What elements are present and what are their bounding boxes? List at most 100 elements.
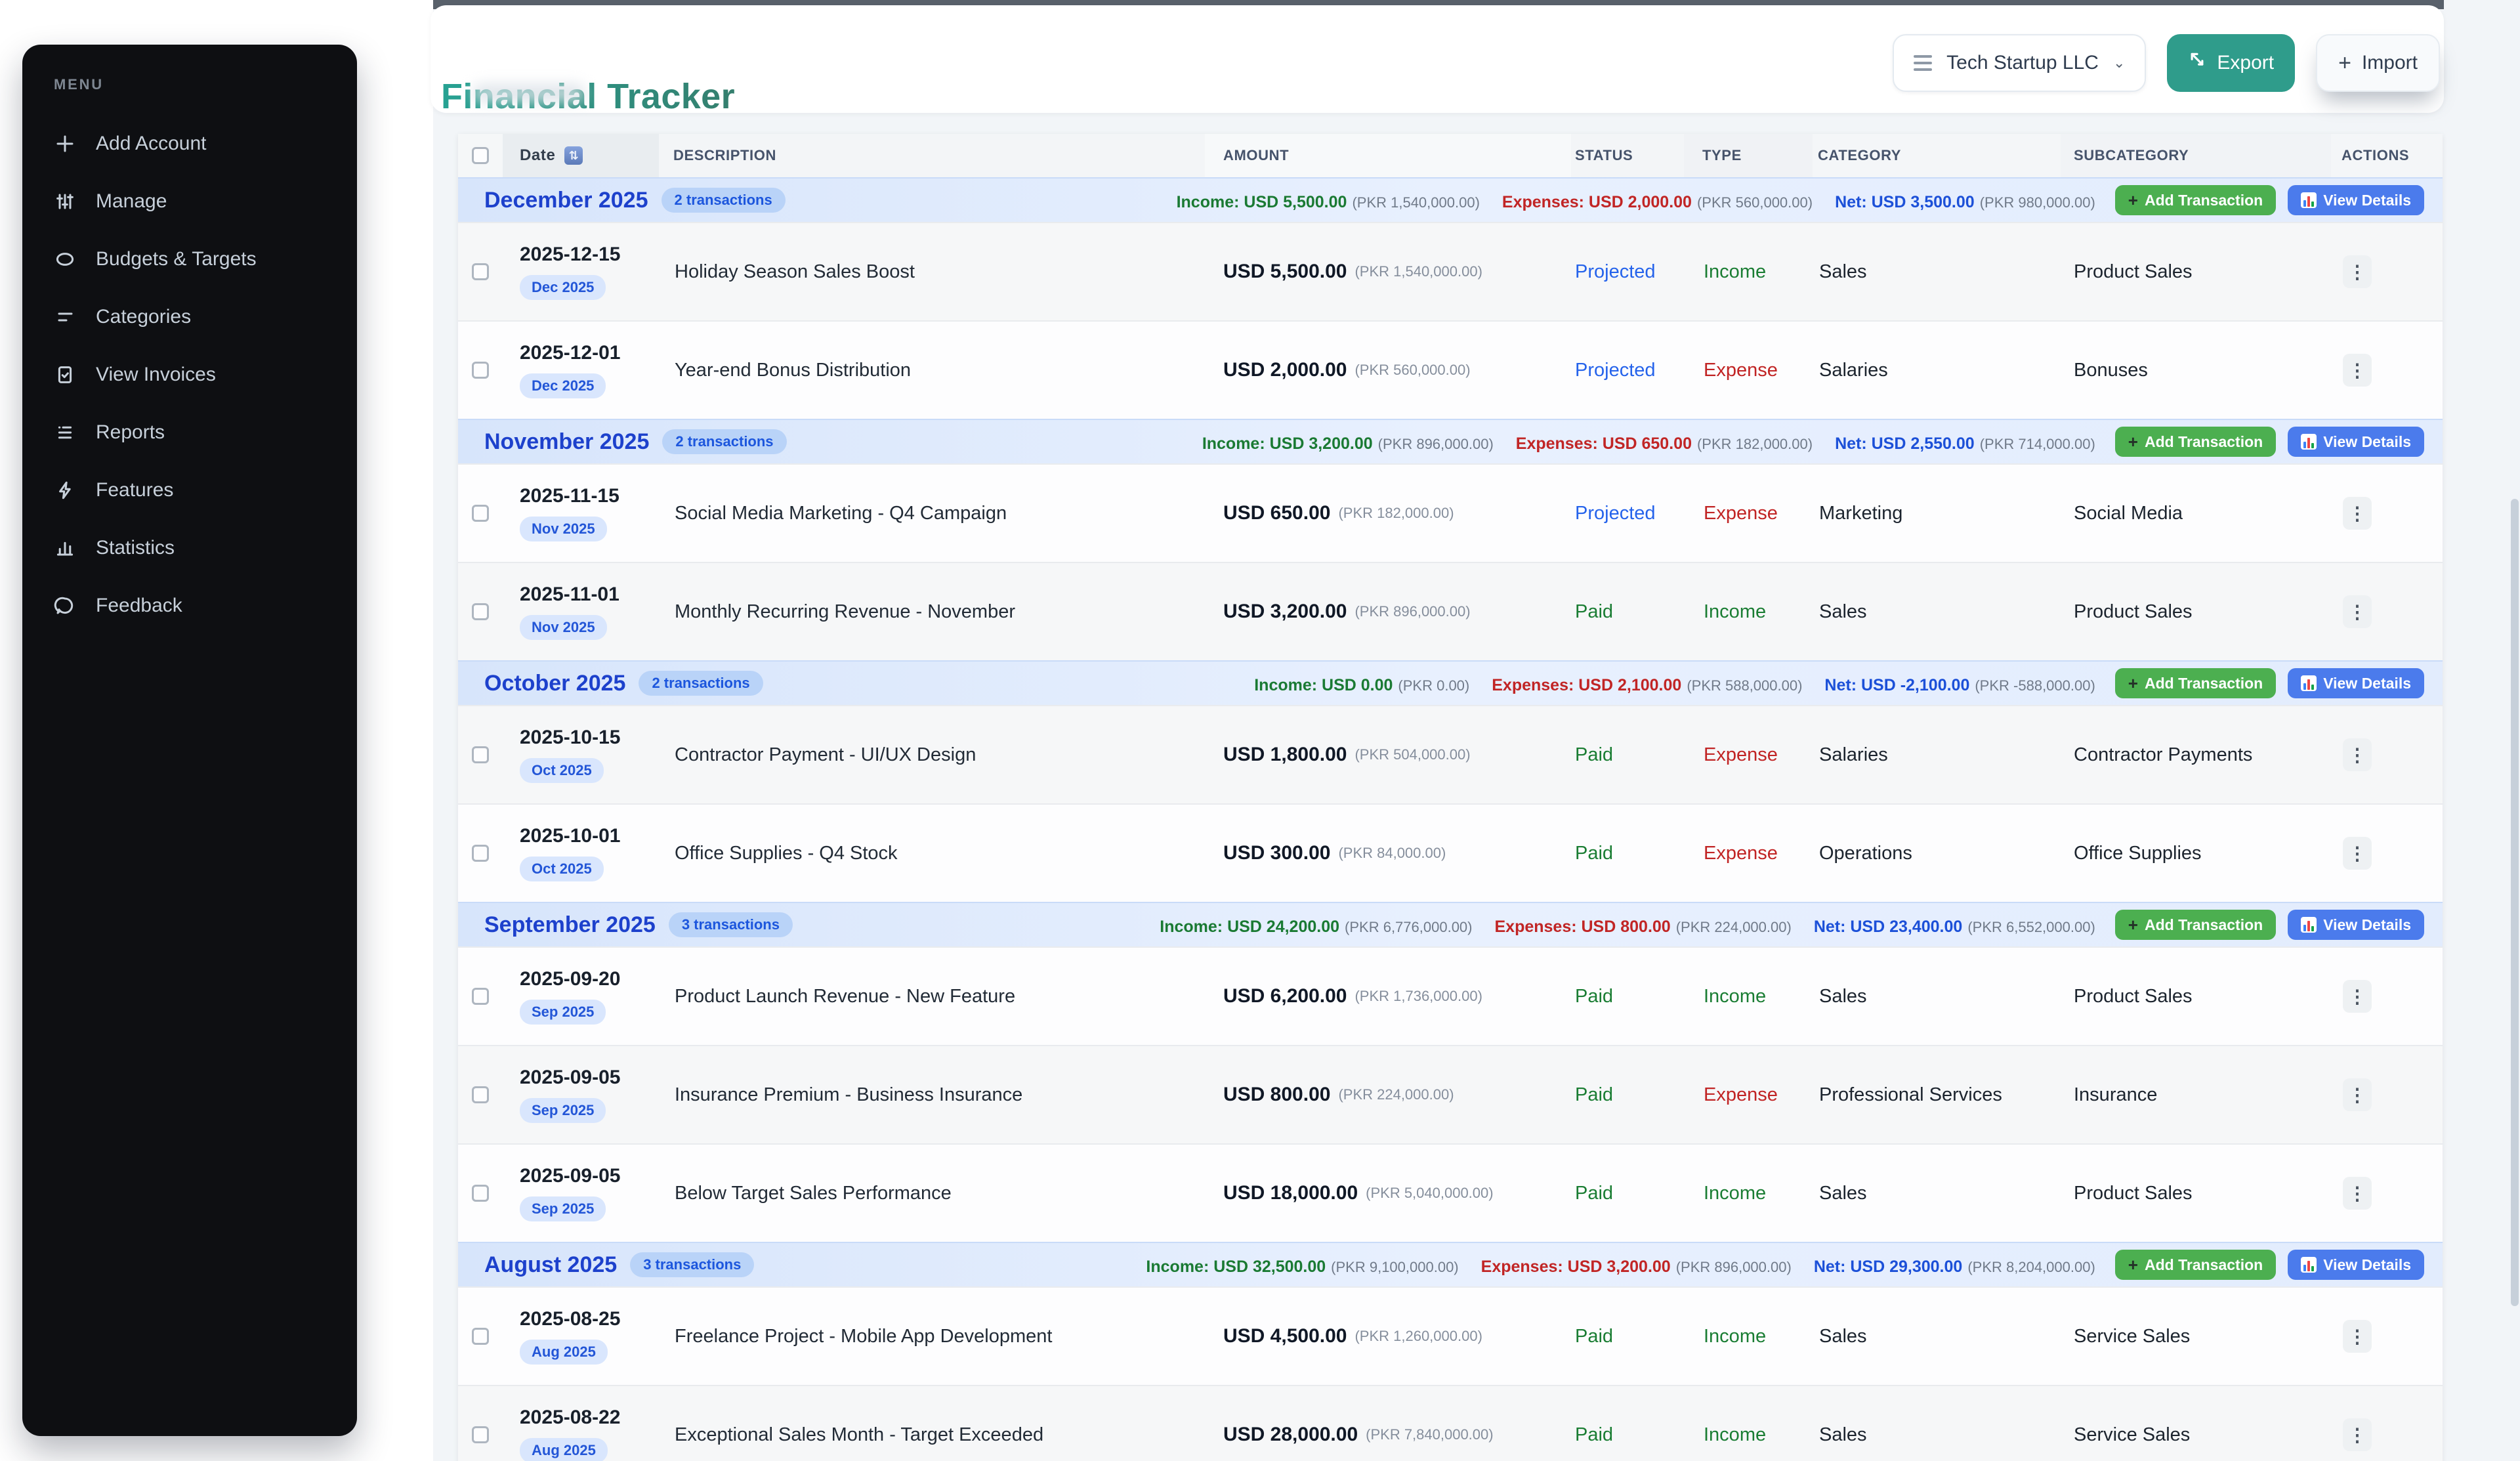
month-group-row: September 2025 3 transactions Income: US… [458,902,2443,946]
row-actions-menu-button[interactable]: ⋮ [2343,1078,2372,1111]
amount-usd: USD 300.00 [1223,842,1331,864]
category-cell: Operations [1819,842,1912,864]
add-transaction-button[interactable]: + Add Transaction [2114,185,2277,215]
row-actions-menu-button[interactable]: ⋮ [2343,1177,2372,1210]
amount-cell: USD 3,200.00 (PKR 896,000.00) [1205,563,1571,660]
row-actions-menu-button[interactable]: ⋮ [2343,980,2372,1013]
net-summary: Net: USD 3,500.00 (PKR 980,000.00) [1835,192,2095,211]
add-transaction-button[interactable]: + Add Transaction [2114,910,2277,940]
row-checkbox[interactable] [472,988,489,1005]
add-transaction-button[interactable]: + Add Transaction [2114,1250,2277,1280]
row-checkbox[interactable] [472,1328,489,1345]
subcategory-cell: Product Sales [2074,1182,2193,1204]
row-actions-menu-button[interactable]: ⋮ [2343,1418,2372,1451]
amount-usd: USD 2,000.00 [1223,359,1347,381]
net-summary: Net: USD -2,100.00 (PKR -588,000.00) [1824,675,2095,694]
expenses-summary: Expenses: USD 800.00 (PKR 224,000.00) [1494,917,1792,936]
row-checkbox[interactable] [472,505,489,522]
amount-pkr: (PKR 560,000.00) [1354,362,1471,378]
view-details-button[interactable]: View Details [2288,427,2424,457]
sort-date-icon[interactable]: ⇅ [564,146,583,165]
amount-usd: USD 5,500.00 [1223,261,1347,282]
sidebar-item-manage[interactable]: Manage [54,188,357,215]
amount-pkr: (PKR 182,000.00) [1338,505,1454,521]
transaction-row: 2025-10-01 Oct 2025 Office Supplies - Q4… [458,803,2443,902]
type-cell: Income [1704,1424,1767,1445]
view-details-button[interactable]: View Details [2288,668,2424,698]
subcategory-cell: Product Sales [2074,601,2193,622]
plus-icon: + [2128,673,2138,693]
lightning-icon [54,479,76,501]
view-details-button[interactable]: View Details [2288,910,2424,940]
transaction-row: 2025-10-15 Oct 2025 Contractor Payment -… [458,705,2443,803]
row-actions-menu-button[interactable]: ⋮ [2343,1320,2372,1353]
sidebar-item-budgets-targets[interactable]: Budgets & Targets [54,245,357,273]
row-checkbox[interactable] [472,1185,489,1202]
date-cell: 2025-08-25 Aug 2025 [503,1288,659,1385]
row-actions-menu-button[interactable]: ⋮ [2343,738,2372,771]
income-summary: Income: USD 5,500.00 (PKR 1,540,000.00) [1176,192,1480,211]
row-actions-menu-button[interactable]: ⋮ [2343,497,2372,530]
chevron-down-icon: ⌄ [2112,54,2126,71]
transaction-row: 2025-08-25 Aug 2025 Freelance Project - … [458,1286,2443,1385]
view-details-button[interactable]: View Details [2288,185,2424,215]
plus-icon: + [2338,50,2351,75]
month-summary: Income: USD 32,500.00 (PKR 9,100,000.00) … [1146,1253,2095,1277]
export-button[interactable]: Export [2167,34,2296,92]
amount-usd: USD 28,000.00 [1223,1424,1358,1445]
sidebar-item-categories[interactable]: Categories [54,303,357,331]
row-checkbox[interactable] [472,845,489,862]
transaction-row: 2025-12-01 Dec 2025 Year-end Bonus Distr… [458,320,2443,419]
plus-icon: + [2128,431,2138,452]
row-checkbox[interactable] [472,1086,489,1103]
row-checkbox[interactable] [472,362,489,379]
income-summary: Income: USD 24,200.00 (PKR 6,776,000.00) [1160,917,1473,936]
month-group-row: December 2025 2 transactions Income: USD… [458,177,2443,222]
category-cell: Sales [1819,1182,1867,1204]
budget-icon [54,248,76,270]
column-type: TYPE [1684,134,1813,177]
sidebar-item-reports[interactable]: Reports [54,419,357,446]
vertical-scrollbar [2510,0,2520,1461]
amount-pkr: (PKR 224,000.00) [1338,1086,1454,1103]
type-cell: Income [1704,601,1767,622]
month-group-row: August 2025 3 transactions Income: USD 3… [458,1242,2443,1286]
sidebar-item-feedback[interactable]: Feedback [54,592,357,620]
bar-chart-icon [2301,675,2317,691]
view-details-button[interactable]: View Details [2288,1250,2424,1280]
sidebar-item-add-account[interactable]: Add Account [54,130,357,158]
row-actions-menu-button[interactable]: ⋮ [2343,255,2372,288]
amount-usd: USD 18,000.00 [1223,1182,1358,1204]
row-checkbox[interactable] [472,1426,489,1443]
date-cell: 2025-12-01 Dec 2025 [503,322,659,419]
subcategory-cell: Product Sales [2074,261,2193,282]
month-summary: Income: USD 24,200.00 (PKR 6,776,000.00) … [1160,913,2095,937]
income-summary: Income: USD 32,500.00 (PKR 9,100,000.00) [1146,1257,1459,1276]
month-summary: Income: USD 0.00 (PKR 0.00) Expenses: USD… [1254,671,2095,696]
row-checkbox[interactable] [472,263,489,280]
description-cell: Holiday Season Sales Boost [675,261,915,282]
transactions-count-badge: 2 transactions [639,671,763,696]
transactions-count-badge: 3 transactions [630,1252,755,1277]
sidebar-item-statistics[interactable]: Statistics [54,534,357,562]
row-checkbox[interactable] [472,746,489,763]
month-tag-badge: Aug 2025 [520,1340,608,1365]
import-button[interactable]: + Import [2316,34,2440,92]
month-tag-badge: Dec 2025 [520,275,606,300]
month-title: December 2025 [484,187,648,213]
company-selector[interactable]: Tech Startup LLC ⌄ [1893,34,2147,92]
month-tag-badge: Oct 2025 [520,857,604,881]
scrollbar-thumb[interactable] [2511,499,2519,1306]
select-all-checkbox[interactable] [472,147,489,164]
row-actions-menu-button[interactable]: ⋮ [2343,595,2372,628]
description-cell: Exceptional Sales Month - Target Exceede… [675,1424,1044,1445]
date-cell: 2025-09-05 Sep 2025 [503,1145,659,1242]
row-actions-menu-button[interactable]: ⋮ [2343,837,2372,870]
sidebar-item-view-invoices[interactable]: View Invoices [54,361,357,389]
add-transaction-button[interactable]: + Add Transaction [2114,668,2277,698]
month-title: September 2025 [484,912,656,937]
row-checkbox[interactable] [472,603,489,620]
sidebar-item-features[interactable]: Features [54,476,357,504]
row-actions-menu-button[interactable]: ⋮ [2343,354,2372,387]
add-transaction-button[interactable]: + Add Transaction [2114,427,2277,457]
